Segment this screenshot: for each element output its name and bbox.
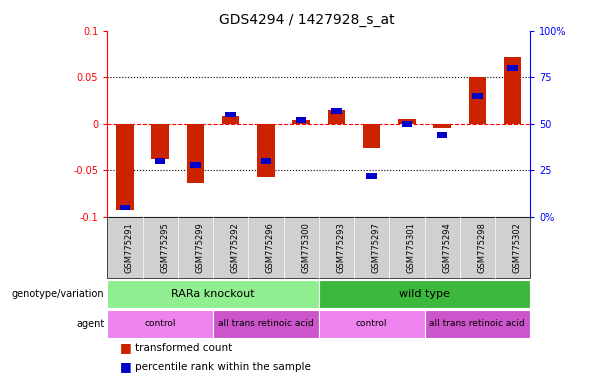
Text: all trans retinoic acid: all trans retinoic acid [430,319,525,328]
Bar [155,158,166,164]
Bar [363,124,381,148]
Bar [468,77,486,124]
Text: ▶: ▶ [109,289,116,299]
Bar [292,120,310,124]
Bar [186,124,204,182]
Text: ▶: ▶ [109,319,116,329]
Bar [257,124,275,177]
Bar [116,124,134,210]
Text: ■: ■ [120,341,131,354]
Bar [120,205,130,210]
Bar [402,121,412,127]
Text: GSM775298: GSM775298 [478,222,486,273]
Bar [190,162,200,167]
Text: GSM775295: GSM775295 [160,222,169,273]
Text: GSM775293: GSM775293 [337,222,345,273]
Bar [261,158,271,164]
Text: GDS4294 / 1427928_s_at: GDS4294 / 1427928_s_at [219,13,394,27]
Text: agent: agent [76,319,104,329]
Text: GSM775291: GSM775291 [125,222,134,273]
Bar [504,57,522,124]
Bar [151,124,169,159]
Bar [222,116,240,124]
Bar [437,132,447,138]
Text: percentile rank within the sample: percentile rank within the sample [135,362,311,372]
Bar [226,112,236,118]
Bar [296,118,306,123]
Text: GSM775301: GSM775301 [407,222,416,273]
Text: GSM775292: GSM775292 [230,222,240,273]
Bar [508,65,518,71]
Text: GSM775299: GSM775299 [196,222,204,273]
Text: control: control [356,319,387,328]
Text: GSM775297: GSM775297 [371,222,381,273]
Bar [398,119,416,124]
Text: wild type: wild type [399,289,450,299]
Text: RARa knockout: RARa knockout [171,289,255,299]
Text: GSM775302: GSM775302 [512,222,522,273]
Bar [433,124,451,127]
Bar [331,108,341,114]
Text: GSM775300: GSM775300 [301,222,310,273]
Text: ■: ■ [120,360,131,373]
Bar [327,110,345,124]
Text: GSM775296: GSM775296 [266,222,275,273]
Text: transformed count: transformed count [135,343,232,353]
Text: genotype/variation: genotype/variation [12,289,104,299]
Bar [472,93,482,99]
Text: all trans retinoic acid: all trans retinoic acid [218,319,314,328]
Text: control: control [145,319,176,328]
Bar [367,173,377,179]
Text: GSM775294: GSM775294 [442,222,451,273]
